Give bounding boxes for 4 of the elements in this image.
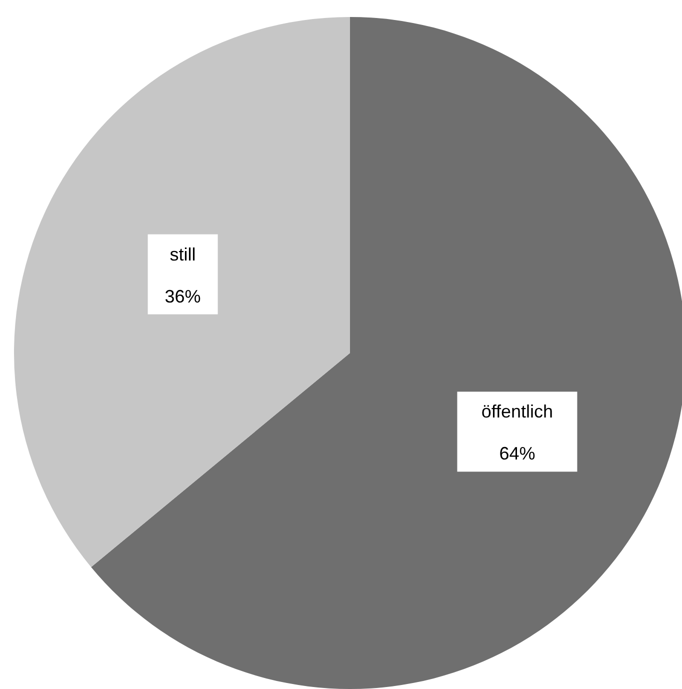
slice-label: still bbox=[170, 244, 196, 264]
slice-label: öffentlich bbox=[481, 402, 554, 422]
data-label: 64% bbox=[499, 444, 536, 464]
data-label: 36% bbox=[164, 286, 201, 306]
